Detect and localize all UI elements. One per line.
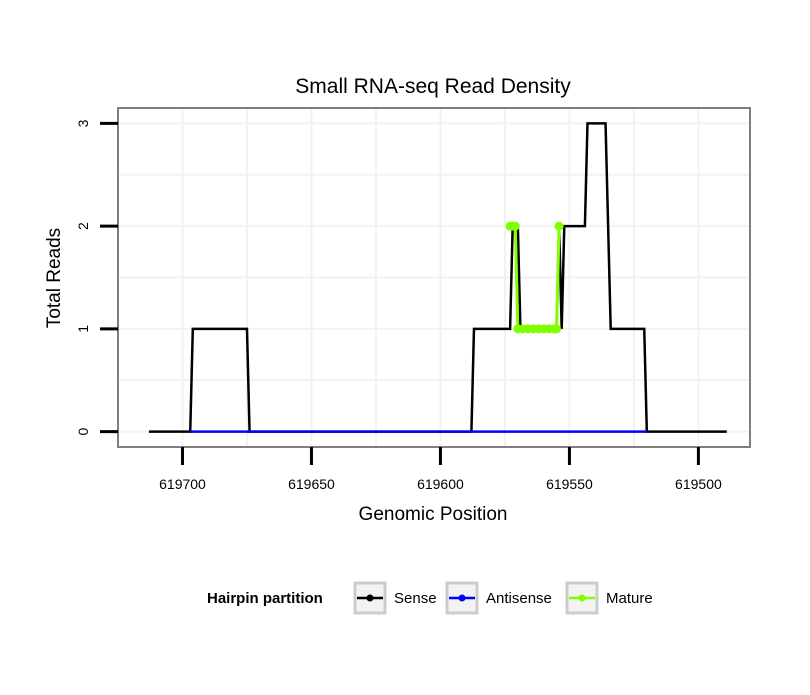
legend-key-point [578, 594, 586, 602]
series-mature-point [552, 324, 562, 334]
y-axis: 0 1 2 3 [75, 119, 118, 435]
x-axis-label: Genomic Position [359, 504, 508, 525]
legend-label-mature: Mature [606, 590, 653, 607]
y-tick-label: 1 [75, 325, 91, 333]
x-axis: 619700 619650 619600 619550 619500 [159, 447, 722, 492]
legend-label-sense: Sense [394, 590, 437, 607]
y-tick-label: 0 [75, 427, 91, 435]
x-tick-label: 619600 [417, 476, 464, 492]
legend-key-point [366, 594, 374, 602]
series-layer [148, 122, 727, 433]
legend-title: Hairpin partition [207, 590, 323, 607]
chart-title: Small RNA-seq Read Density [295, 75, 571, 98]
x-tick-label: 619700 [159, 476, 206, 492]
x-tick-label: 619650 [288, 476, 335, 492]
x-tick-label: 619550 [546, 476, 593, 492]
y-tick-label: 2 [75, 222, 91, 230]
series-mature-point [510, 221, 520, 231]
y-tick-label: 3 [75, 119, 91, 127]
legend-key-point [458, 594, 466, 602]
legend: Hairpin partition Sense Antisense Mature [207, 581, 653, 615]
plot-border [117, 107, 751, 448]
legend-label-antisense: Antisense [486, 590, 552, 607]
x-tick-label: 619500 [675, 476, 722, 492]
series-mature-point [554, 221, 564, 231]
y-axis-label: Total Reads [44, 228, 65, 328]
